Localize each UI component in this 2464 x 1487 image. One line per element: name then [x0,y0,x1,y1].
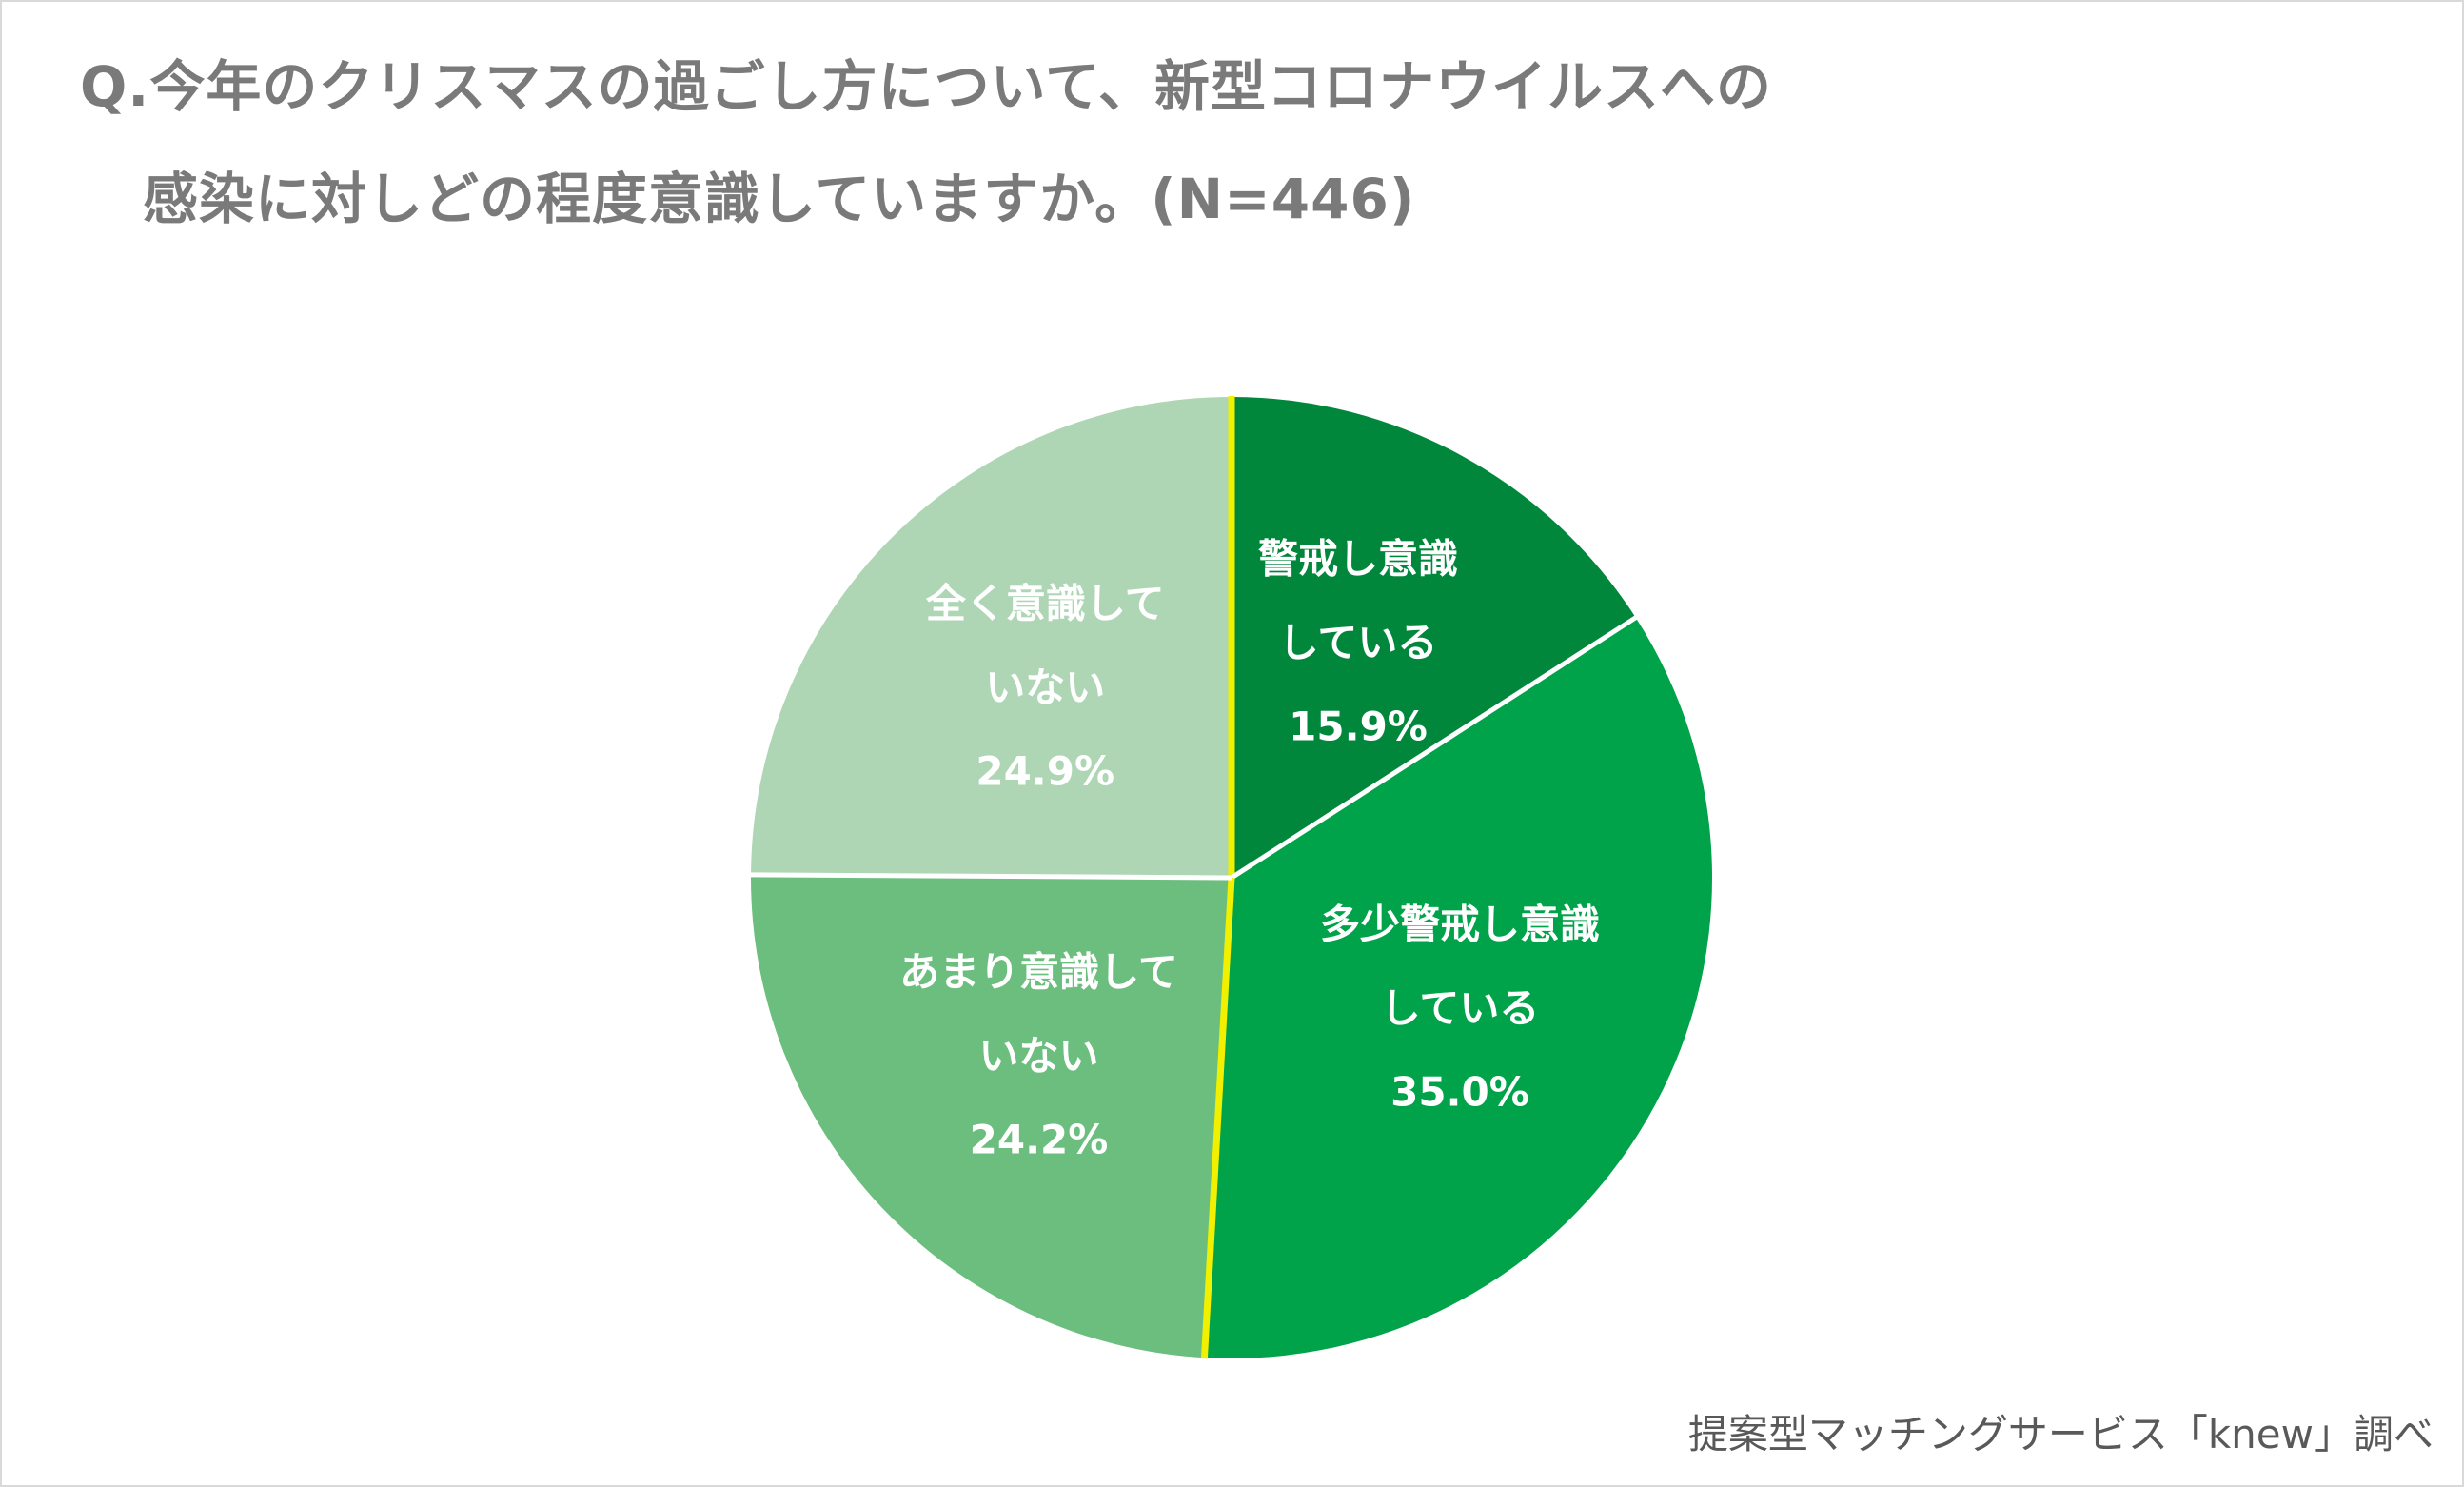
slice-3-category-label: いない [979,1033,1099,1080]
slice-divider-2 [1230,615,1638,881]
pie-slice-4 [751,397,1232,878]
slice-1-category-label: 警戒し意識 [1258,536,1458,583]
pie-separators [749,396,1638,1359]
chart-title-line-2: 感染に対しどの程度意識していますか。(N=446) [143,167,1416,231]
chart-title-line-1: Q.今年のクリスマスの過ごし方について、新型コロナウイルスへの [80,54,1772,119]
slice-1-category-label: している [1279,620,1438,666]
slice-4-value-label: 24.9% [976,747,1114,794]
pie-slice-2 [1204,617,1712,1358]
source-note: 提案型マッチングサービス「knew」調べ [1687,1411,2434,1457]
slice-1-value-label: 15.9% [1289,704,1428,750]
slice-2-category-label: している [1381,984,1540,1031]
slice-2-value-label: 35.0% [1390,1068,1529,1115]
pie-slices [751,397,1712,1358]
slice-divider-4 [749,872,1232,881]
slice-4-category-label: いない [985,664,1105,710]
slice-3-category-label: あまり意識して [899,949,1178,996]
slice-2-category-label: 多少警戒し意識 [1320,901,1600,947]
slice-3-value-label: 24.2% [970,1117,1109,1163]
slice-4-category-label: 全く意識して [925,580,1165,626]
pie-slice-1 [1232,397,1636,878]
pie-slice-3 [751,874,1232,1358]
pie-labels: 警戒し意識している15.9%多少警戒し意識している35.0%あまり意識していない… [899,536,1600,1163]
highlight-divider-3 [1200,877,1235,1359]
